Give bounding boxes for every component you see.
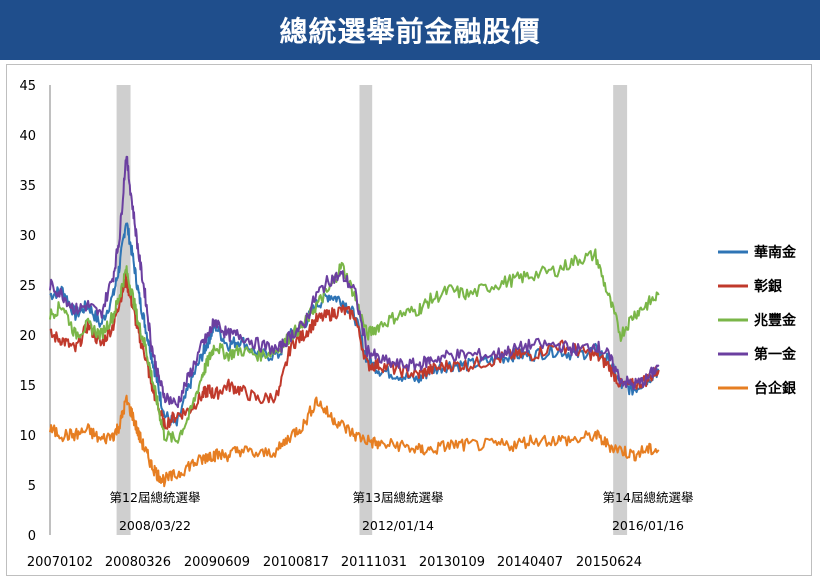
- legend-label: 兆豐金: [754, 312, 797, 329]
- y-axis: 0 5 10 15 20 25 30 35 40 45: [19, 79, 51, 544]
- x-tick-label: 20090609: [184, 555, 250, 570]
- series-line-1: [49, 222, 660, 427]
- election-label: 第14屆總統選舉: [603, 490, 694, 505]
- chart-frame: [6, 64, 812, 576]
- election-band-2: [359, 85, 373, 535]
- election-date: 2012/01/14: [362, 518, 434, 533]
- y-tick-label: 40: [19, 129, 36, 144]
- election-band-3: [613, 85, 628, 535]
- legend-label: 台企銀: [754, 380, 796, 397]
- legend-label: 彰銀: [754, 278, 782, 295]
- x-tick-label: 20150624: [576, 555, 642, 570]
- election-date: 2008/03/22: [119, 518, 191, 533]
- x-axis: 20070102 20080326 20090609 20100817 20111031…: [27, 555, 642, 570]
- election-date: 2016/01/16: [612, 518, 684, 533]
- x-tick-label: 20111031: [341, 555, 407, 570]
- election-bands: [116, 85, 628, 535]
- legend-label: 華南金: [754, 244, 797, 261]
- plot-area: [49, 155, 660, 488]
- election-label: 第12屆總統選舉: [110, 490, 201, 505]
- y-tick-label: 20: [19, 329, 36, 344]
- election-label: 第13屆總統選舉: [353, 490, 444, 505]
- chart-title: 總統選舉前金融股價: [279, 15, 541, 48]
- y-tick-label: 30: [19, 229, 36, 244]
- x-tick-label: 20130109: [419, 555, 485, 570]
- y-tick-label: 15: [19, 379, 36, 394]
- series-line-4: [49, 155, 660, 409]
- x-tick-label: 20100817: [263, 555, 329, 570]
- y-tick-label: 5: [28, 479, 36, 494]
- legend-label: 第一金: [754, 346, 797, 363]
- annotations: 第12屆總統選舉 2008/03/22 第13屆總統選舉 2012/01/14 第14屆…: [110, 490, 694, 533]
- y-tick-label: 35: [19, 179, 36, 194]
- y-tick-label: 10: [19, 429, 36, 444]
- series-line-5: [49, 394, 660, 488]
- series-line-2: [49, 272, 660, 430]
- y-tick-label: 0: [28, 529, 36, 544]
- x-tick-label: 20080326: [105, 555, 171, 570]
- title-bar: 總統選舉前金融股價: [0, 0, 820, 60]
- y-tick-label: 25: [19, 279, 36, 294]
- y-tick-label: 45: [19, 79, 36, 94]
- x-tick-label: 20140407: [497, 555, 563, 570]
- x-tick-label: 20070102: [27, 555, 93, 570]
